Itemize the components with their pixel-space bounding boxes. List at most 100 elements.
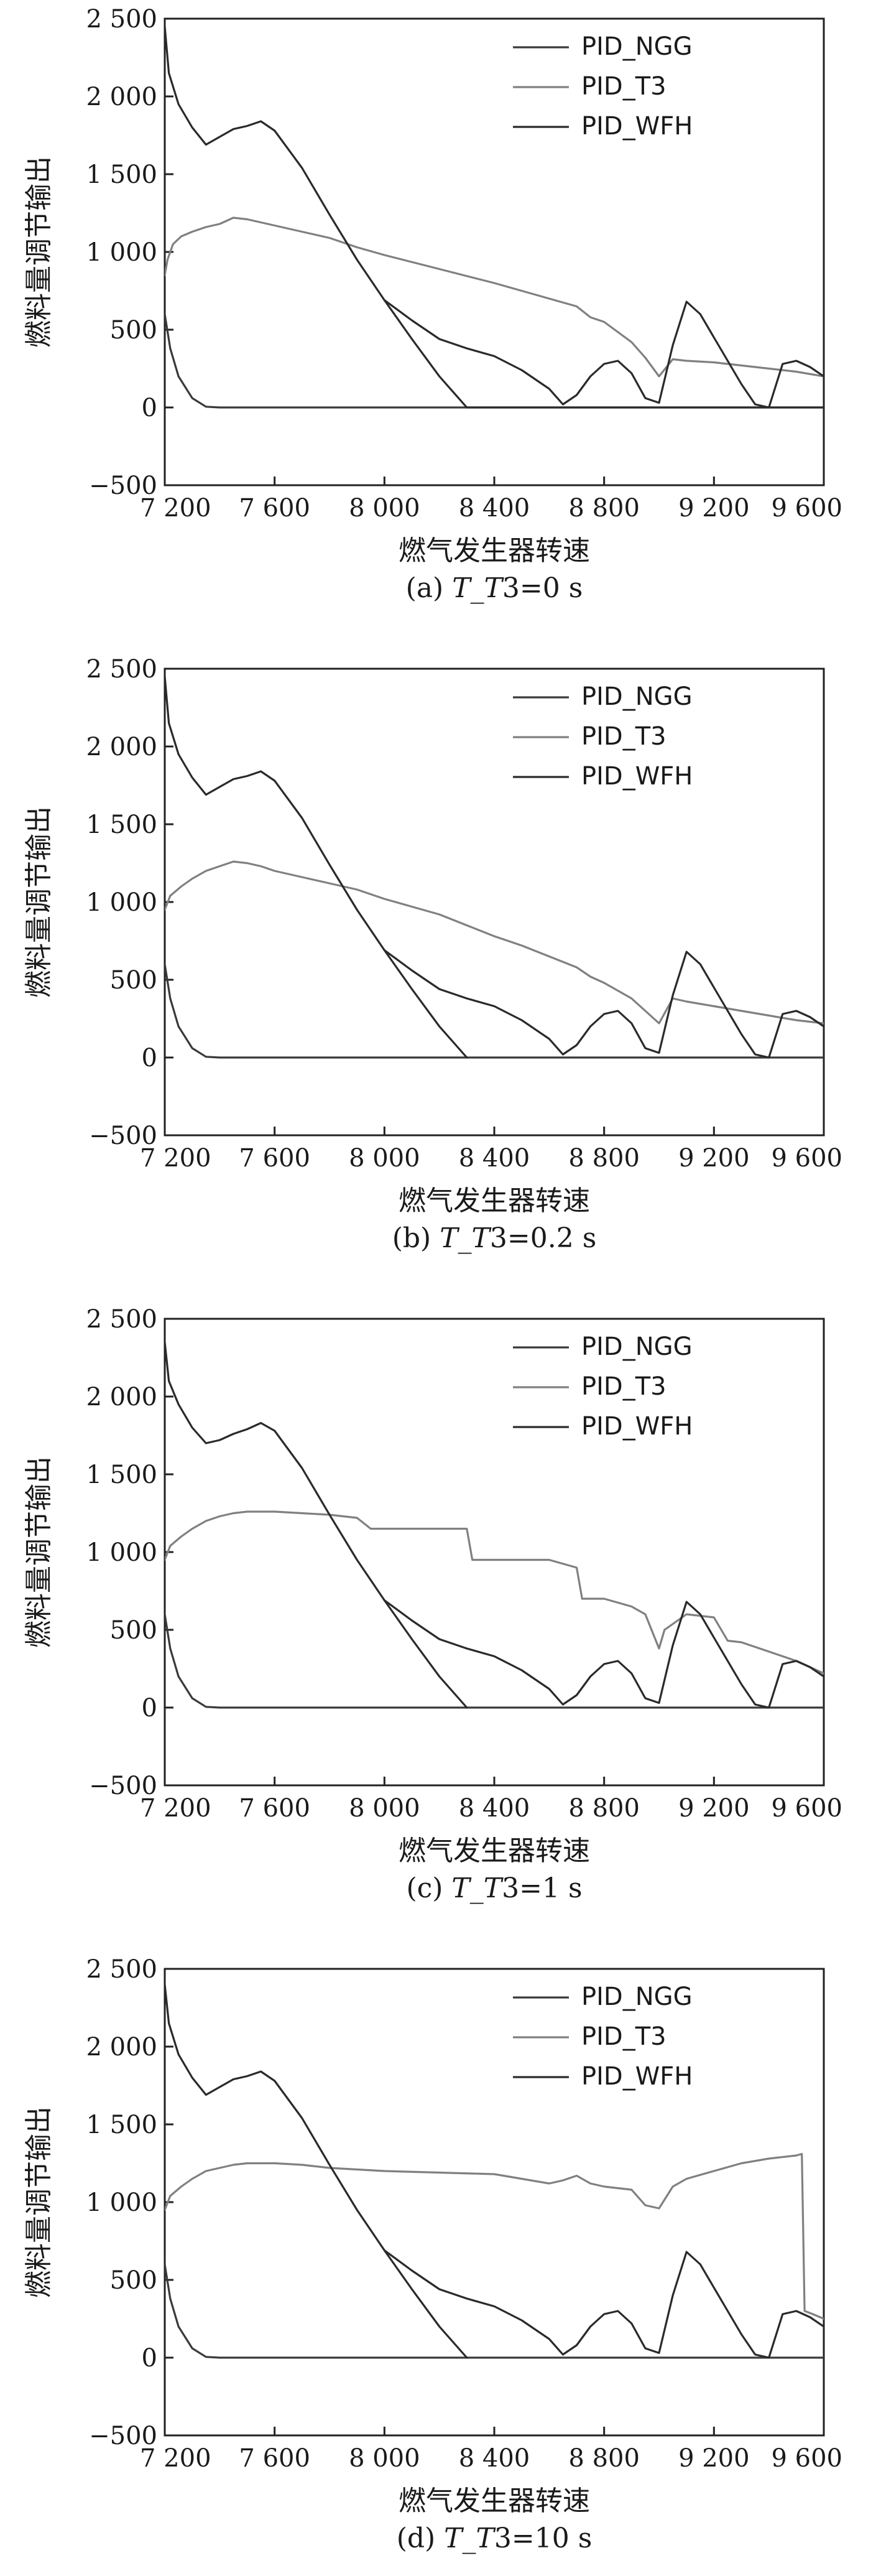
panel-caption: (d) T_T3=10 s <box>397 2523 593 2554</box>
series-group <box>165 1341 824 1709</box>
chart-panel-1: −500 0 500 1 000 1 500 2 000 2 500 7 200 7 600 8 … <box>23 655 842 1254</box>
x-tick-label: 8 400 <box>459 2444 530 2473</box>
series-line-pid_t3 <box>165 216 824 378</box>
legend-label-pid_t3: PID_T3 <box>581 2022 667 2051</box>
legend-label-pid_t3: PID_T3 <box>581 1372 667 1401</box>
series-line-pid_wfh <box>165 1983 468 2359</box>
y-tick-label: 0 <box>142 2344 157 2373</box>
x-tick-label: 9 200 <box>678 1794 750 1823</box>
x-axis-title: 燃气发生器转速 <box>399 1185 590 1217</box>
y-axis-title: 燃料量调节输出 <box>23 156 55 348</box>
x-tick-label: 8 800 <box>568 1794 640 1823</box>
series-group <box>165 1983 824 2359</box>
series-line-pid_wfh <box>165 25 824 409</box>
series-line-pid_wfh <box>383 2249 824 2359</box>
y-tick-label: −500 <box>89 2422 157 2450</box>
y-tick-label: 2 500 <box>86 5 157 34</box>
caption-prefix: (d) <box>397 2523 444 2554</box>
series-line-pid_wfh <box>383 949 824 1059</box>
y-tick-label: 2 500 <box>86 655 157 684</box>
legend-label-pid_ngg: PID_NGG <box>581 682 693 711</box>
x-tick-label: 9 200 <box>678 2444 750 2473</box>
caption-suffix: 3=0.2 s <box>490 1222 596 1254</box>
series-line-pid_wfh <box>165 1341 468 1709</box>
y-tick-label: 0 <box>142 1044 157 1072</box>
legend-label-pid_t3: PID_T3 <box>581 722 667 751</box>
chart-panel-0: −500 0 500 1 000 1 500 2 000 2 500 7 200 7 600 8 … <box>23 5 842 604</box>
x-tick-label: 7 600 <box>239 2444 310 2473</box>
x-tick-label: 8 400 <box>459 1144 530 1173</box>
chart-panel-3: −500 0 500 1 000 1 500 2 000 2 500 7 200 7 600 8 … <box>23 1955 842 2554</box>
caption-suffix: 3=10 s <box>494 2523 592 2554</box>
y-tick-label: 0 <box>142 1694 157 1723</box>
y-tick-label: 1 000 <box>86 1538 157 1567</box>
y-tick-label: 2 500 <box>86 1305 157 1334</box>
series-group <box>165 675 824 1059</box>
plot-frame <box>164 667 825 1137</box>
y-tick-label: −500 <box>89 1122 157 1150</box>
series-line-pid_ngg <box>165 1613 824 1709</box>
y-tick-label: 500 <box>110 316 157 345</box>
x-tick-label: 9 600 <box>771 494 842 523</box>
x-tick-label: 8 000 <box>349 1794 420 1823</box>
x-tick-label: 9 600 <box>771 1794 842 1823</box>
legend-label-pid_wfh: PID_WFH <box>581 762 693 791</box>
y-tick-label: 2 000 <box>86 1383 157 1411</box>
x-tick-label: 8 000 <box>349 2444 420 2473</box>
panel-caption: (a) T_T3=0 s <box>406 572 583 604</box>
caption-prefix: (b) <box>392 1222 440 1254</box>
legend-label-pid_t3: PID_T3 <box>581 72 667 101</box>
y-axis-title: 燃料量调节输出 <box>23 806 55 998</box>
x-tick-label: 9 600 <box>771 2444 842 2473</box>
y-axis-title: 燃料量调节输出 <box>23 2106 55 2298</box>
y-tick-label: 1 000 <box>86 888 157 917</box>
legend-label-pid_ngg: PID_NGG <box>581 1983 693 2011</box>
x-tick-label: 7 200 <box>140 2444 211 2473</box>
panel-caption: (b) T_T3=0.2 s <box>392 1222 597 1254</box>
panel-caption: (c) T_T3=1 s <box>406 1872 582 1904</box>
y-tick-label: 1 000 <box>86 238 157 267</box>
y-tick-label: 500 <box>110 966 157 995</box>
plot-frame <box>164 1318 825 1787</box>
plot-frame <box>164 17 825 486</box>
plot-frame <box>164 1968 825 2437</box>
x-tick-label: 9 200 <box>678 494 750 523</box>
y-tick-label: 1 500 <box>86 811 157 839</box>
x-tick-label: 9 200 <box>678 1144 750 1173</box>
x-tick-label: 8 400 <box>459 494 530 523</box>
y-tick-label: 1 500 <box>86 160 157 189</box>
caption-suffix: 3=1 s <box>502 1872 582 1904</box>
x-tick-label: 7 600 <box>239 1144 310 1173</box>
series-line-pid_t3 <box>165 2152 824 2320</box>
legend-label-pid_wfh: PID_WFH <box>581 1412 693 1441</box>
series-line-pid_ngg <box>165 313 824 409</box>
x-tick-label: 8 400 <box>459 1794 530 1823</box>
y-tick-label: −500 <box>89 1772 157 1800</box>
x-tick-label: 7 200 <box>140 494 211 523</box>
y-tick-label: 1 500 <box>86 2111 157 2139</box>
legend-label-pid_wfh: PID_WFH <box>581 112 693 141</box>
legend-label-pid_wfh: PID_WFH <box>581 2062 693 2091</box>
x-tick-label: 7 200 <box>140 1144 211 1173</box>
caption-variable: T_T <box>451 1872 504 1904</box>
series-line-pid_ngg <box>165 2263 824 2359</box>
y-tick-label: 2 500 <box>86 1955 157 1984</box>
y-tick-label: 0 <box>142 394 157 422</box>
y-tick-label: 2 000 <box>86 83 157 111</box>
x-axis-title: 燃气发生器转速 <box>399 535 590 567</box>
x-axis-title: 燃气发生器转速 <box>399 2485 590 2517</box>
y-axis-title: 燃料量调节输出 <box>23 1456 55 1648</box>
caption-variable: T_T <box>452 572 504 604</box>
series-line-pid_t3 <box>165 860 824 1025</box>
series-group <box>165 25 824 409</box>
x-tick-label: 8 800 <box>568 494 640 523</box>
x-axis-title: 燃气发生器转速 <box>399 1835 590 1867</box>
y-tick-label: 500 <box>110 2266 157 2295</box>
legend-label-pid_ngg: PID_NGG <box>581 32 693 61</box>
series-line-pid_wfh <box>383 299 824 409</box>
series-line-pid_t3 <box>165 1510 824 1675</box>
caption-prefix: (a) <box>406 572 453 604</box>
y-tick-label: 2 000 <box>86 2033 157 2062</box>
x-tick-label: 7 600 <box>239 1794 310 1823</box>
x-tick-label: 7 600 <box>239 494 310 523</box>
